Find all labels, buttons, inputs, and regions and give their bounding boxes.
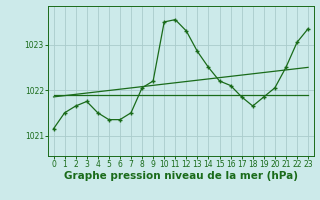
X-axis label: Graphe pression niveau de la mer (hPa): Graphe pression niveau de la mer (hPa) [64, 171, 298, 181]
